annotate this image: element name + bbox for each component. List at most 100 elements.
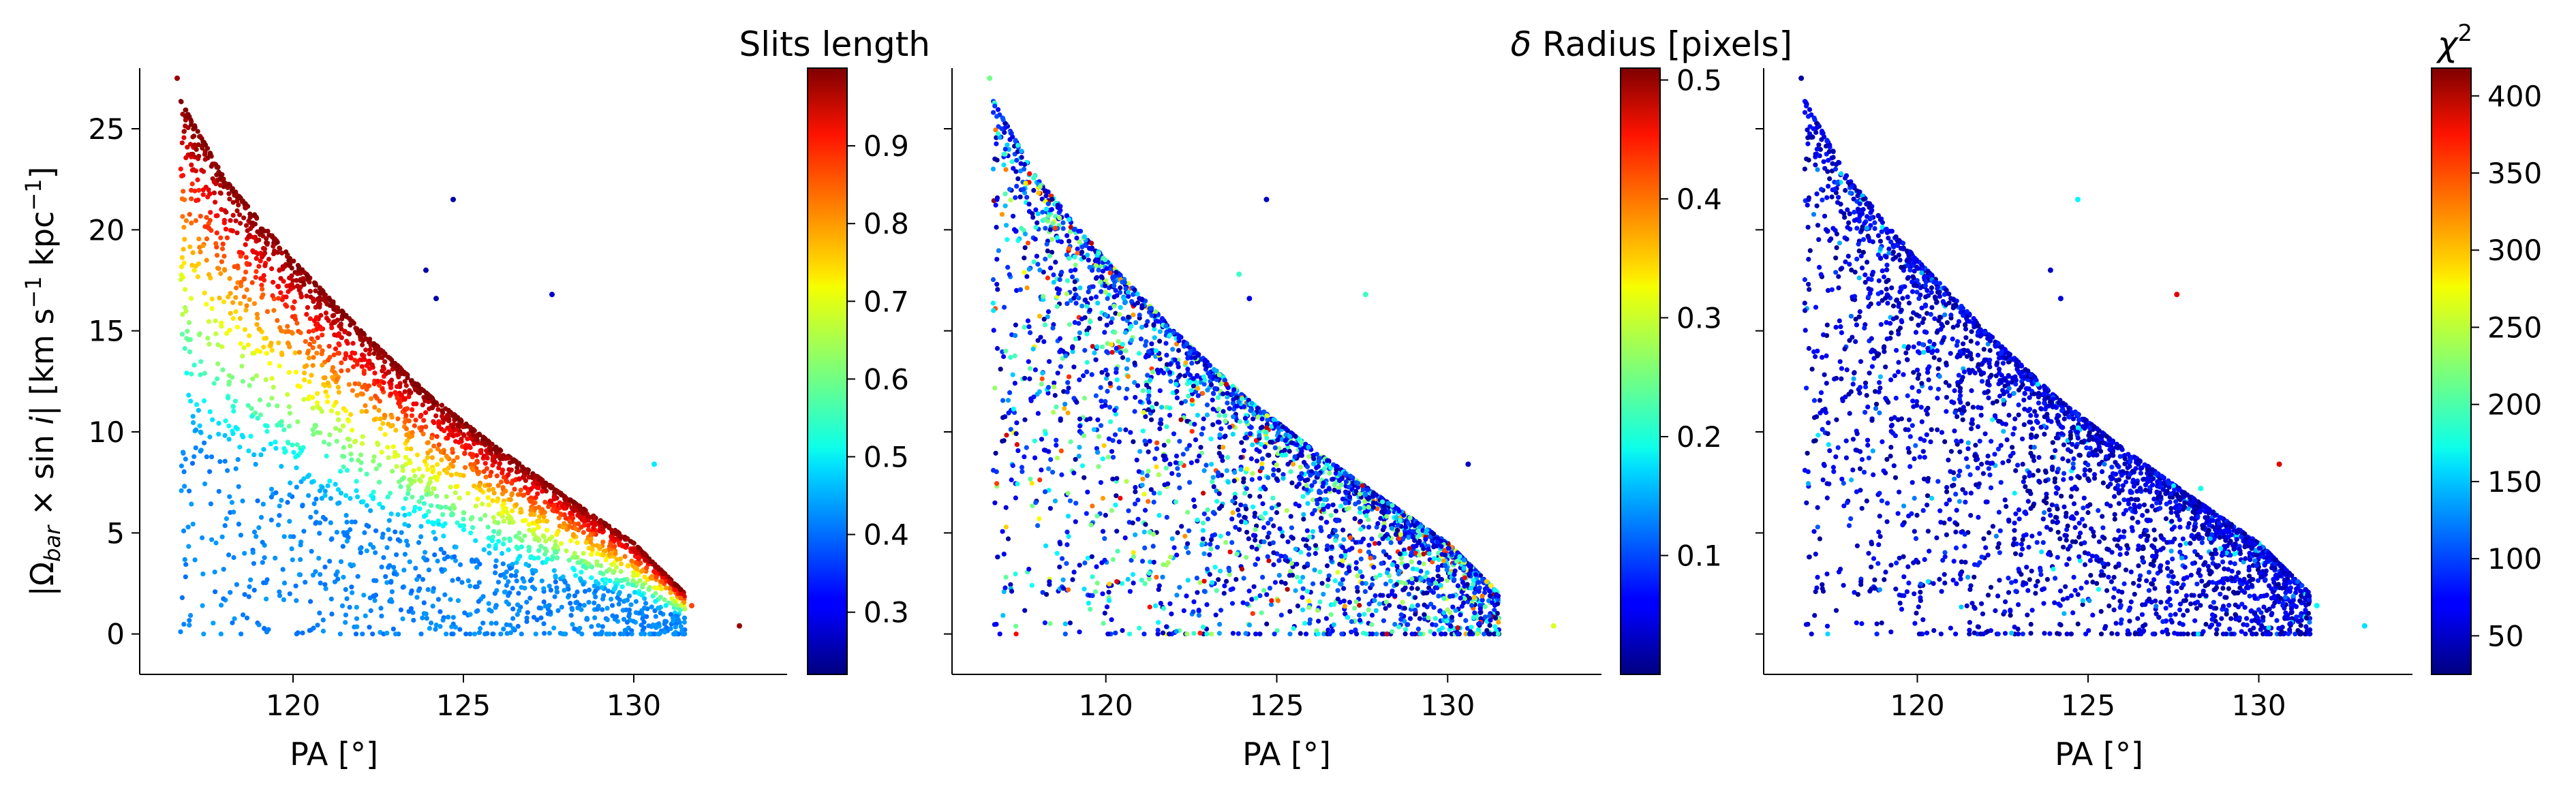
- scatter-point: [542, 604, 549, 609]
- scatter-point: [245, 262, 250, 267]
- scatter-point: [341, 464, 346, 469]
- scatter-point: [311, 280, 318, 285]
- scatter-point: [209, 296, 215, 302]
- scatter-point: [533, 631, 538, 637]
- scatter-point: [394, 552, 399, 557]
- scatter-point: [393, 529, 398, 535]
- scatter-point: [643, 601, 649, 606]
- scatter-point: [443, 406, 448, 411]
- scatter-point: [1003, 505, 1009, 510]
- scatter-point: [348, 356, 354, 361]
- scatter-point: [247, 333, 252, 339]
- scatter-point: [1126, 294, 1131, 299]
- scatter-point: [633, 610, 639, 615]
- scatter-point: [523, 478, 529, 484]
- scatter-point: [618, 535, 624, 540]
- scatter-point: [245, 403, 251, 408]
- scatter-point: [1045, 248, 1050, 253]
- scatter-point: [273, 439, 278, 445]
- scatter-point: [335, 350, 341, 356]
- scatter-point: [1441, 595, 1447, 601]
- scatter-point: [179, 332, 185, 337]
- scatter-point: [326, 357, 331, 363]
- scatter-point: [395, 384, 400, 390]
- scatter-point: [634, 580, 640, 586]
- panel-1-points: [174, 75, 742, 637]
- scatter-point: [382, 412, 387, 418]
- scatter-point: [443, 504, 448, 510]
- scatter-point: [277, 513, 282, 518]
- scatter-point: [238, 341, 243, 347]
- scatter-point: [450, 578, 455, 583]
- scatter-point: [255, 498, 260, 503]
- scatter-point: [616, 601, 622, 607]
- scatter-point: [1163, 341, 1169, 346]
- scatter-point: [261, 345, 266, 350]
- scatter-point: [381, 554, 386, 561]
- scatter-point: [418, 534, 424, 540]
- scatter-point: [1103, 512, 1108, 518]
- scatter-point: [1229, 516, 1235, 522]
- scatter-point: [364, 471, 369, 477]
- scatter-point: [310, 572, 316, 578]
- scatter-point: [585, 518, 591, 523]
- scatter-point: [502, 575, 508, 580]
- y-tick-label: 25: [89, 112, 125, 146]
- scatter-point: [586, 599, 592, 605]
- scatter-point: [436, 522, 442, 527]
- scatter-point: [258, 514, 264, 520]
- scatter-point: [348, 496, 353, 501]
- scatter-point: [542, 631, 547, 636]
- scatter-point: [320, 332, 325, 338]
- scatter-point: [486, 502, 491, 507]
- scatter-point: [1250, 442, 1255, 448]
- scatter-point: [557, 500, 563, 505]
- scatter-point: [243, 255, 249, 260]
- scatter-point: [1417, 560, 1422, 565]
- scatter-point: [495, 539, 502, 544]
- scatter-point: [182, 557, 187, 563]
- scatter-point: [281, 534, 287, 540]
- scatter-point: [247, 297, 252, 302]
- scatter-point: [433, 536, 438, 542]
- scatter-point: [619, 584, 625, 590]
- scatter-point: [1132, 501, 1138, 507]
- scatter-point: [485, 525, 491, 530]
- scatter-point: [190, 151, 196, 157]
- scatter-point: [1161, 562, 1166, 567]
- scatter-point: [253, 275, 258, 280]
- scatter-point: [1032, 455, 1038, 460]
- scatter-point: [221, 567, 226, 572]
- scatter-point: [200, 603, 205, 608]
- scatter-point: [333, 426, 339, 431]
- scatter-point: [577, 560, 583, 565]
- scatter-point: [508, 573, 514, 578]
- scatter-point: [343, 408, 348, 413]
- scatter-point: [1118, 495, 1123, 501]
- scatter-point: [202, 290, 207, 296]
- scatter-point: [432, 552, 438, 558]
- scatter-point: [401, 567, 407, 573]
- scatter-point: [1148, 487, 1154, 493]
- scatter-point: [1272, 631, 1277, 637]
- scatter-point: [403, 538, 410, 544]
- scatter-point: [1054, 437, 1059, 443]
- scatter-point: [570, 515, 575, 520]
- scatter-point: [654, 574, 659, 580]
- scatter-point: [1137, 399, 1143, 405]
- scatter-point: [404, 446, 410, 452]
- scatter-point: [1129, 324, 1134, 329]
- scatter-point: [1221, 409, 1226, 414]
- scatter-point: [1105, 388, 1110, 394]
- scatter-point: [1325, 504, 1331, 510]
- scatter-point: [610, 613, 615, 619]
- scatter-point: [1332, 578, 1338, 584]
- scatter-point: [286, 404, 292, 409]
- panel-1-colorbar-title: Slits length: [739, 25, 930, 64]
- scatter-point: [1387, 578, 1394, 584]
- scatter-point: [399, 477, 405, 482]
- scatter-point: [1238, 502, 1244, 507]
- scatter-point: [574, 599, 580, 605]
- scatter-point: [181, 469, 187, 475]
- scatter-point: [283, 294, 289, 300]
